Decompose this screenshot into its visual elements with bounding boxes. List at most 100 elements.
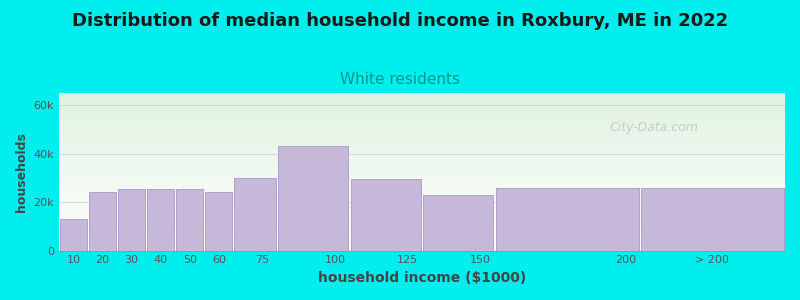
Bar (59, 124, 785, 125)
Bar (59, 235, 785, 236)
Bar (59, 141, 785, 142)
Bar (59, 149, 785, 150)
Bar (59, 195, 785, 196)
Text: White residents: White residents (340, 72, 460, 87)
Bar (59, 214, 785, 215)
Bar (59, 211, 785, 212)
Bar (59, 161, 785, 162)
Bar (59, 104, 785, 105)
Bar (59, 164, 785, 165)
Bar (59, 108, 785, 109)
Bar (59, 134, 785, 135)
X-axis label: household income ($1000): household income ($1000) (318, 271, 526, 285)
Bar (59, 180, 785, 181)
Bar (59, 159, 785, 160)
Bar (59, 246, 785, 247)
Bar (59, 200, 785, 201)
Bar (59, 178, 785, 179)
Bar (60, 219, 87, 250)
Bar (59, 232, 785, 233)
Bar (59, 199, 785, 200)
Bar (59, 101, 785, 102)
Bar (59, 168, 785, 169)
Bar (59, 132, 785, 133)
Bar (234, 178, 276, 250)
Bar (59, 184, 785, 185)
Bar (59, 115, 785, 116)
Bar (59, 116, 785, 117)
Bar (59, 126, 785, 127)
Bar (59, 96, 785, 97)
Bar (59, 160, 785, 161)
Bar (59, 233, 785, 234)
Bar (59, 187, 785, 188)
Bar (59, 216, 785, 217)
Bar (59, 201, 785, 202)
Bar (59, 154, 785, 155)
Bar (59, 177, 785, 178)
Bar (59, 234, 785, 235)
Bar (59, 221, 785, 222)
Bar (59, 130, 785, 131)
Bar (59, 205, 785, 206)
Bar (90, 192, 116, 250)
Bar (59, 120, 785, 121)
Bar (59, 150, 785, 151)
Bar (59, 213, 785, 214)
Bar (59, 98, 785, 99)
Bar (59, 217, 785, 218)
Bar (59, 173, 785, 174)
Bar (59, 162, 785, 163)
Text: Distribution of median household income in Roxbury, ME in 2022: Distribution of median household income … (72, 12, 728, 30)
Bar (59, 122, 785, 123)
Bar (59, 219, 785, 220)
Bar (59, 111, 785, 112)
Bar (59, 107, 785, 108)
Bar (59, 113, 785, 114)
Bar (59, 183, 785, 184)
Bar (59, 167, 785, 168)
Bar (59, 210, 785, 211)
Bar (59, 189, 785, 190)
Bar (59, 114, 785, 115)
Bar (59, 99, 785, 100)
Bar (59, 147, 785, 148)
Bar (59, 202, 785, 203)
Bar (118, 189, 145, 250)
Bar (59, 176, 785, 177)
Bar (59, 153, 785, 154)
Bar (59, 224, 785, 225)
Bar (59, 158, 785, 159)
Bar (59, 97, 785, 98)
Bar (59, 105, 785, 106)
Bar (59, 220, 785, 221)
Bar (59, 202, 785, 203)
Bar (59, 144, 785, 145)
Bar (59, 191, 785, 192)
Bar (59, 198, 785, 199)
Bar (59, 170, 785, 171)
Bar (59, 229, 785, 230)
Bar (59, 174, 785, 175)
Bar (59, 197, 785, 198)
Text: City-Data.com: City-Data.com (610, 121, 698, 134)
Bar (59, 208, 785, 209)
Bar (59, 209, 785, 210)
Bar (59, 188, 785, 189)
Bar (59, 182, 785, 183)
Bar (59, 93, 785, 94)
Bar (59, 145, 785, 146)
Bar (59, 166, 785, 167)
Bar (59, 240, 785, 241)
Bar (59, 225, 785, 226)
Bar (59, 239, 785, 240)
Bar (59, 102, 785, 103)
Bar (59, 218, 785, 219)
Bar (59, 112, 785, 113)
Bar (59, 190, 785, 191)
Bar (59, 103, 785, 104)
Bar (59, 110, 785, 111)
Bar (59, 118, 785, 119)
Bar (59, 236, 785, 237)
Bar (59, 139, 785, 140)
